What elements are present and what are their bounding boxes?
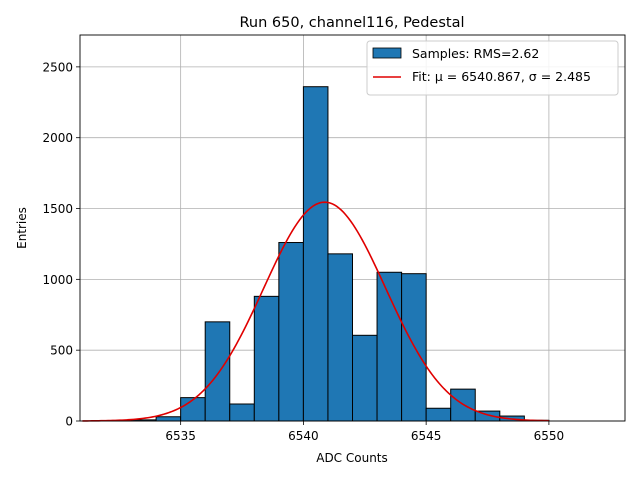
legend-fit-label: Fit: μ = 6540.867, σ = 2.485 bbox=[412, 69, 591, 84]
histogram-bars bbox=[106, 86, 550, 422]
legend-samples-label: Samples: RMS=2.62 bbox=[412, 46, 539, 61]
y-axis-ticks: 0 500 1000 1500 2000 2500 bbox=[42, 60, 80, 429]
histogram-bar-4 bbox=[204, 321, 231, 422]
legend: Samples: RMS=2.62 Fit: μ = 6540.867, σ =… bbox=[366, 40, 619, 96]
histogram-bar-8 bbox=[302, 86, 329, 422]
y-tick-label-0: 0 bbox=[65, 415, 73, 429]
histogram-bar-2 bbox=[155, 416, 182, 422]
y-tick-label-2: 1000 bbox=[42, 273, 73, 287]
x-tick-label-0: 6535 bbox=[165, 429, 196, 443]
fit-curve bbox=[82, 201, 549, 422]
y-tick-label-3: 1500 bbox=[42, 202, 73, 216]
y-axis-label: Entries bbox=[15, 207, 29, 249]
axes-frame bbox=[79, 34, 626, 422]
histogram-bar-7 bbox=[278, 242, 304, 422]
histogram-bar-5 bbox=[229, 403, 255, 422]
histogram-bar-10 bbox=[352, 334, 378, 422]
histogram-bar-6 bbox=[253, 295, 280, 422]
x-axis-ticks: 6535 6540 6545 6550 bbox=[165, 421, 564, 443]
x-tick-label-1: 6540 bbox=[288, 429, 319, 443]
chart-title: Run 650, channel116, Pedestal bbox=[239, 15, 464, 31]
x-axis-label: ADC Counts bbox=[316, 451, 388, 465]
y-tick-label-4: 2000 bbox=[42, 131, 73, 145]
legend-samples-swatch bbox=[372, 47, 402, 59]
y-tick-label-5: 2500 bbox=[42, 60, 73, 74]
legend-box bbox=[366, 40, 619, 96]
histogram-bar-3 bbox=[180, 397, 206, 422]
x-tick-label-3: 6550 bbox=[534, 429, 565, 443]
y-tick-label-1: 500 bbox=[50, 344, 73, 358]
x-tick-label-2: 6545 bbox=[411, 429, 442, 443]
histogram-bar-13 bbox=[425, 407, 452, 422]
histogram-bar-9 bbox=[327, 253, 353, 422]
